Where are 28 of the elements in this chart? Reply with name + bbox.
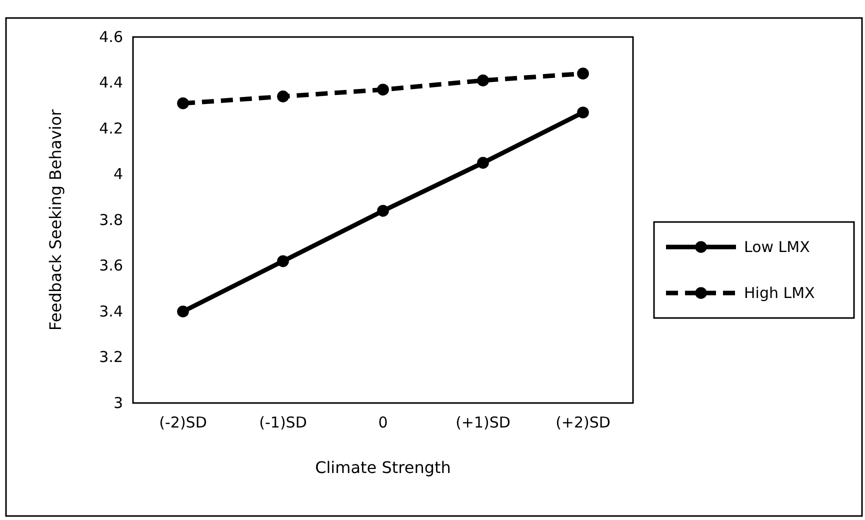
point [177, 306, 189, 318]
y-tick-label: 3.8 [99, 210, 123, 229]
point [577, 68, 589, 80]
y-tick-label: 4.4 [99, 74, 123, 92]
point [377, 84, 389, 96]
x-tick-label: 0 [378, 414, 388, 432]
y-tick-label: 3 [113, 394, 123, 412]
point [277, 90, 289, 102]
point [277, 255, 289, 268]
x-tick-label: (+2)SD [556, 414, 610, 432]
y-tick-label: 4.2 [99, 119, 123, 138]
x-tick-label: (-1)SD [259, 414, 307, 432]
x-axis-title: Climate Strength [315, 458, 451, 477]
point [577, 106, 589, 118]
point [477, 156, 489, 169]
y-tick-label: 3.6 [99, 256, 123, 275]
y-axis-title: Feedback Seeking Behavior [46, 108, 65, 331]
legend-label: Low LMX [744, 238, 810, 256]
y-tick-label: 3.4 [99, 302, 123, 320]
x-tick-label: (+1)SD [456, 414, 510, 432]
point [177, 97, 189, 110]
x-tick-label: (-2)SD [159, 414, 207, 432]
point [377, 204, 389, 217]
legend-label: High LMX [744, 284, 815, 302]
y-tick-label: 3.2 [99, 348, 123, 366]
point [477, 74, 489, 86]
y-tick-label: 4.6 [99, 28, 123, 46]
y-tick-label: 4 [113, 165, 123, 184]
